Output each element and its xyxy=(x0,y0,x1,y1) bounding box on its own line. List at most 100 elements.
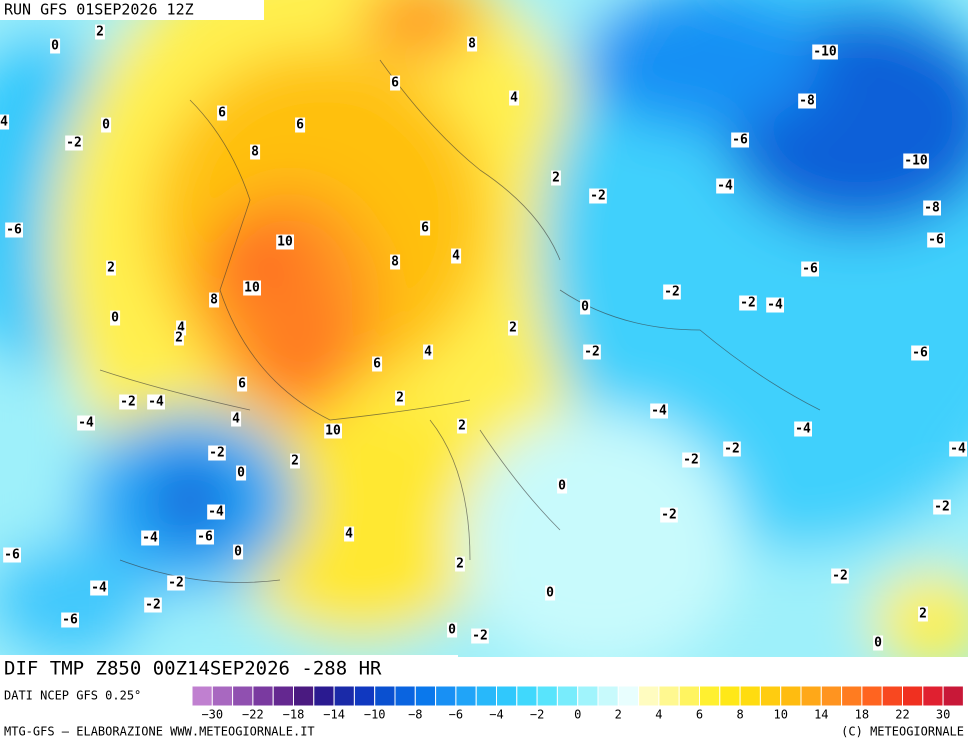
label-bg xyxy=(295,117,306,133)
contour-label: 2 xyxy=(291,454,299,469)
contour-label: 4 xyxy=(177,321,185,336)
footer-title: DIF TMP Z850 00Z14SEP2026 -288 HR xyxy=(4,658,382,680)
label-bg xyxy=(0,114,10,130)
contour-label: -4 xyxy=(651,404,667,419)
label-bg xyxy=(927,232,945,248)
contour-label: -2 xyxy=(145,598,161,613)
label-bg xyxy=(508,320,518,336)
label-bg xyxy=(420,220,431,236)
label-bg xyxy=(903,153,929,169)
legend-label: 2 xyxy=(615,708,622,722)
label-bg xyxy=(545,585,556,601)
contour-label: 0 xyxy=(874,636,882,651)
header-box xyxy=(0,0,264,20)
contour-label: 4 xyxy=(0,115,8,130)
label-bg xyxy=(176,320,187,336)
contour-label: 6 xyxy=(373,357,381,372)
contour-label: 10 xyxy=(325,424,341,439)
label-bg xyxy=(509,90,520,106)
label-bg xyxy=(3,547,21,563)
label-bg xyxy=(423,344,434,360)
contour-label: -2 xyxy=(683,453,699,468)
contour-label: 0 xyxy=(581,300,589,315)
legend-swatch xyxy=(353,685,376,707)
label-bg xyxy=(551,170,561,186)
label-bg xyxy=(217,105,228,121)
contour-label: -2 xyxy=(664,285,680,300)
contour-label: -4 xyxy=(767,298,783,313)
legend-swatch xyxy=(536,685,558,707)
legend-swatch xyxy=(455,685,477,707)
label-bg xyxy=(119,394,137,410)
contour-label: -8 xyxy=(924,201,940,216)
contour-label: 0 xyxy=(546,586,554,601)
contour-label: -2 xyxy=(832,569,848,584)
legend-swatch xyxy=(902,685,924,707)
legend-swatch xyxy=(394,685,416,707)
label-bg xyxy=(933,499,951,515)
legend-label: 14 xyxy=(814,708,828,722)
label-bg xyxy=(77,415,95,431)
contour-label: 2 xyxy=(396,391,404,406)
contour-label: -6 xyxy=(4,548,20,563)
contour-label: 0 xyxy=(51,39,59,54)
legend-swatch xyxy=(922,685,944,707)
legend-swatch xyxy=(211,685,234,707)
contour-label: -2 xyxy=(66,136,82,151)
legend-label: 18 xyxy=(855,708,869,722)
legend-swatch xyxy=(293,685,315,707)
temperature-field xyxy=(0,0,968,657)
label-bg xyxy=(723,441,741,457)
legend-swatch xyxy=(678,685,701,707)
legend-swatch xyxy=(272,685,295,707)
contour-label: 0 xyxy=(234,545,242,560)
legend-label: 0 xyxy=(574,708,581,722)
label-bg xyxy=(794,421,812,437)
legend-swatch xyxy=(841,685,863,707)
contour-label: -10 xyxy=(813,45,837,60)
legend-swatch xyxy=(942,685,964,707)
legend-label: 30 xyxy=(936,708,950,722)
contour-label: -2 xyxy=(168,576,184,591)
label-bg xyxy=(276,234,294,250)
legend-swatch xyxy=(232,685,254,707)
contour-label: -2 xyxy=(740,296,756,311)
legend-label: −14 xyxy=(323,708,345,722)
title-box xyxy=(0,655,458,683)
label-bg xyxy=(663,284,681,300)
contour-label: -2 xyxy=(584,345,600,360)
label-bg xyxy=(209,292,220,308)
label-bg xyxy=(344,526,355,542)
label-bg xyxy=(147,394,165,410)
legend-swatch xyxy=(313,685,335,707)
contour-label: -4 xyxy=(148,395,164,410)
contour-label: -2 xyxy=(209,446,225,461)
contour-label: 6 xyxy=(238,377,246,392)
contour-label: -6 xyxy=(6,223,22,238)
legend-swatch xyxy=(881,685,904,707)
legend-swatch xyxy=(739,685,761,707)
label-bg xyxy=(923,200,941,216)
legend-swatch xyxy=(800,685,822,707)
label-bg xyxy=(766,297,784,313)
contour-label: 4 xyxy=(424,345,432,360)
legend-label: −2 xyxy=(530,708,544,722)
label-bg xyxy=(395,390,405,406)
label-bg xyxy=(911,345,929,361)
label-bg xyxy=(141,530,159,546)
legend-swatch xyxy=(699,685,721,707)
credit-left: MTG-GFS — ELABORAZIONE WWW.METEOGIORNALE… xyxy=(4,725,315,739)
contour-label: -2 xyxy=(472,629,488,644)
legend-label: 4 xyxy=(655,708,662,722)
legend-label: 22 xyxy=(895,708,909,722)
legend-label: 10 xyxy=(773,708,787,722)
contour-label: 0 xyxy=(448,623,456,638)
contour-label: 0 xyxy=(558,479,566,494)
label-bg xyxy=(731,132,749,148)
legend-label: −30 xyxy=(201,708,223,722)
legend-label: 6 xyxy=(696,708,703,722)
contour-label: 4 xyxy=(232,412,240,427)
contour-label: -6 xyxy=(197,530,213,545)
